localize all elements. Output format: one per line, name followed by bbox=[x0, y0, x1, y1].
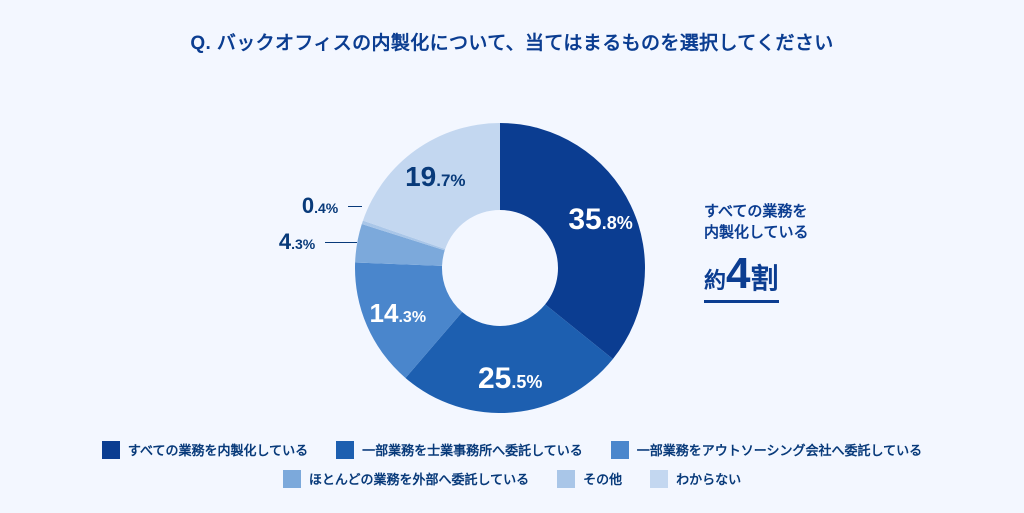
legend-label: 一部業務を士業事務所へ委託している bbox=[362, 440, 583, 459]
legend-item: すべての業務を内製化している bbox=[102, 440, 308, 459]
legend-item: 一部業務を士業事務所へ委託している bbox=[336, 440, 583, 459]
callout-line1: すべての業務を bbox=[704, 200, 809, 221]
slice-label: 35.8% bbox=[568, 205, 632, 235]
legend-item: ほとんどの業務を外部へ委託している bbox=[283, 469, 529, 488]
legend-swatch bbox=[611, 441, 629, 459]
leader-line bbox=[325, 242, 357, 243]
leader-line bbox=[348, 206, 362, 207]
labels-layer: 35.8% 25.5% 14.3% 19.7% 4.3% 0.4% bbox=[0, 0, 1024, 513]
legend-label: ほとんどの業務を外部へ委託している bbox=[309, 469, 529, 488]
legend-row: ほとんどの業務を外部へ委託している その他 わからない bbox=[283, 469, 741, 488]
callout-big-prefix: 約 bbox=[704, 268, 726, 293]
slice-label: 14.3% bbox=[370, 300, 427, 326]
callout-big: 約4割 bbox=[704, 252, 779, 303]
legend-item: その他 bbox=[557, 469, 622, 488]
legend-label: すべての業務を内製化している bbox=[128, 440, 308, 459]
callout-big-number: 4 bbox=[726, 249, 750, 298]
slice-label: 4.3% bbox=[279, 231, 315, 253]
legend-swatch bbox=[283, 470, 301, 488]
legend-label: その他 bbox=[583, 469, 622, 488]
legend-swatch bbox=[102, 441, 120, 459]
callout-line2: 内製化している bbox=[704, 221, 809, 242]
slice-label: 19.7% bbox=[405, 163, 465, 191]
slice-label: 25.5% bbox=[478, 364, 542, 394]
legend-swatch bbox=[336, 441, 354, 459]
legend-swatch bbox=[650, 470, 668, 488]
legend-swatch bbox=[557, 470, 575, 488]
legend-item: わからない bbox=[650, 469, 741, 488]
slice-label: 0.4% bbox=[302, 195, 338, 217]
legend-label: わからない bbox=[676, 469, 741, 488]
chart-card: Q. バックオフィスの内製化について、当てはまるものを選択してください 35.8… bbox=[0, 0, 1024, 513]
callout: すべての業務を 内製化している 約4割 bbox=[704, 200, 809, 303]
legend-label: 一部業務をアウトソーシング会社へ委託している bbox=[637, 440, 922, 459]
legend: すべての業務を内製化している 一部業務を士業事務所へ委託している 一部業務をアウトソ… bbox=[0, 440, 1024, 488]
callout-big-suffix: 割 bbox=[751, 263, 779, 294]
legend-row: すべての業務を内製化している 一部業務を士業事務所へ委託している 一部業務をアウトソ… bbox=[102, 440, 922, 459]
legend-item: 一部業務をアウトソーシング会社へ委託している bbox=[611, 440, 922, 459]
